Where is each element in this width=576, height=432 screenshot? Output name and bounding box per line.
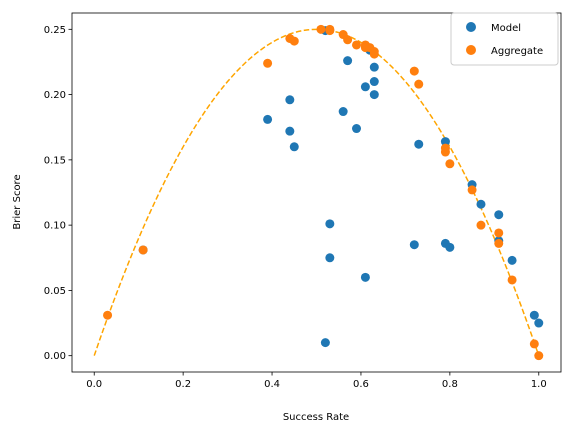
y-axis-label: Brier Score bbox=[12, 174, 23, 229]
model-point-28 bbox=[529, 310, 539, 320]
model-point-4 bbox=[289, 142, 299, 152]
x-tick-label-4: 0.8 bbox=[442, 379, 458, 390]
y-tick-label-0: 0.00 bbox=[44, 351, 66, 362]
x-tick-label-0: 0.0 bbox=[86, 379, 102, 390]
y-axis: 0.00 0.05 0.10 0.15 0.20 0.25 bbox=[44, 25, 72, 362]
model-point-3 bbox=[285, 126, 295, 136]
legend-label-aggregate: Aggregate bbox=[491, 46, 543, 57]
x-tick-label-3: 0.6 bbox=[353, 379, 369, 390]
plot-area bbox=[71, 12, 562, 373]
aggregate-point-16 bbox=[409, 66, 419, 76]
aggregate-point-17 bbox=[414, 79, 424, 89]
model-point-12 bbox=[360, 82, 370, 92]
model-point-22 bbox=[445, 242, 455, 252]
aggregate-point-24 bbox=[494, 238, 504, 248]
aggregate-point-2 bbox=[263, 58, 273, 68]
x-tick-label-2: 0.4 bbox=[264, 379, 280, 390]
aggregate-point-9 bbox=[343, 35, 353, 45]
series-aggregate bbox=[103, 24, 544, 361]
model-point-19 bbox=[414, 139, 424, 149]
model-point-13 bbox=[360, 272, 370, 282]
aggregate-point-10 bbox=[352, 40, 362, 50]
aggregate-point-15 bbox=[369, 49, 379, 59]
model-point-25 bbox=[494, 210, 504, 220]
legend-frame bbox=[450, 12, 559, 66]
x-axis: 0.0 0.2 0.4 0.6 0.8 1.0 bbox=[86, 372, 547, 390]
model-point-7 bbox=[325, 219, 335, 229]
legend-label-model: Model bbox=[491, 23, 521, 34]
legend-marker-model bbox=[466, 22, 476, 32]
aggregate-point-4 bbox=[289, 36, 299, 46]
y-tick-label-1: 0.05 bbox=[44, 286, 66, 297]
model-point-29 bbox=[534, 318, 544, 328]
legend-marker-aggregate bbox=[466, 45, 476, 55]
aggregate-point-25 bbox=[507, 275, 517, 285]
model-point-18 bbox=[409, 240, 419, 250]
model-point-10 bbox=[343, 56, 353, 66]
model-point-16 bbox=[369, 77, 379, 87]
aggregate-point-27 bbox=[534, 351, 544, 361]
y-tick-label-4: 0.20 bbox=[44, 90, 66, 101]
legend: Model Aggregate bbox=[450, 12, 559, 66]
model-point-17 bbox=[369, 90, 379, 100]
axes-frame bbox=[71, 12, 562, 373]
model-point-5 bbox=[320, 338, 330, 348]
model-point-9 bbox=[338, 107, 348, 117]
x-tick-label-5: 1.0 bbox=[531, 379, 547, 390]
aggregate-point-7 bbox=[325, 26, 335, 36]
aggregate-point-22 bbox=[476, 220, 486, 230]
aggregate-point-20 bbox=[445, 159, 455, 169]
y-tick-label-3: 0.15 bbox=[44, 155, 66, 166]
aggregate-point-5 bbox=[316, 24, 326, 34]
model-point-15 bbox=[369, 62, 379, 72]
model-point-24 bbox=[476, 199, 486, 209]
aggregate-point-1 bbox=[138, 245, 148, 255]
model-point-1 bbox=[263, 114, 273, 124]
aggregate-point-26 bbox=[529, 339, 539, 349]
x-axis-label: Success Rate bbox=[283, 412, 349, 423]
y-tick-label-2: 0.10 bbox=[44, 221, 66, 232]
model-point-8 bbox=[325, 253, 335, 263]
aggregate-point-0 bbox=[103, 310, 113, 320]
model-point-27 bbox=[507, 255, 517, 265]
x-tick-label-1: 0.2 bbox=[175, 379, 191, 390]
y-tick-label-5: 0.25 bbox=[44, 25, 66, 36]
model-point-11 bbox=[352, 124, 362, 134]
aggregate-point-19 bbox=[440, 147, 450, 157]
model-point-20 bbox=[440, 137, 450, 147]
aggregate-point-21 bbox=[467, 185, 477, 195]
model-point-2 bbox=[285, 95, 295, 105]
aggregate-point-23 bbox=[494, 228, 504, 238]
